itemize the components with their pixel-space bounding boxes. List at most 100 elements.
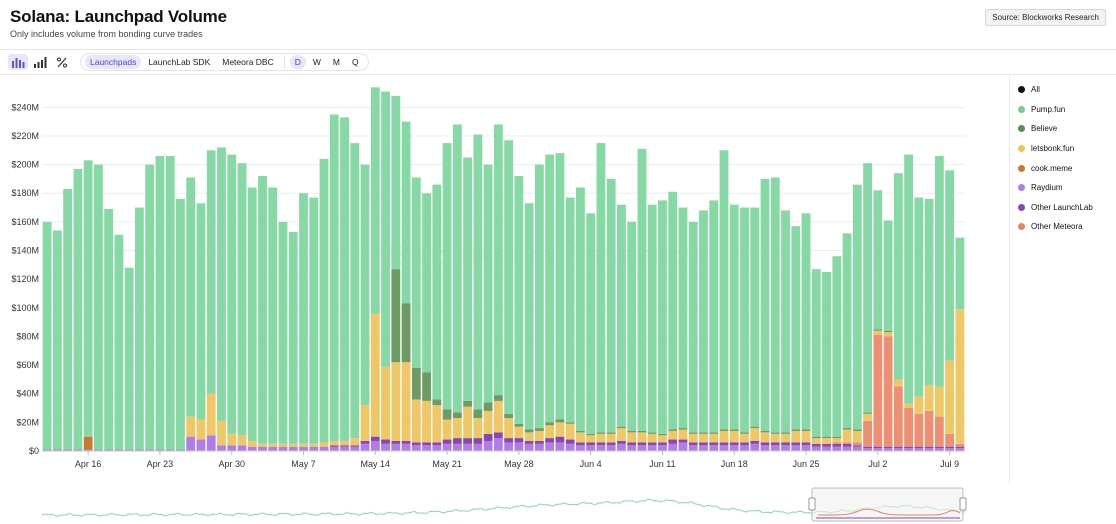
legend-item[interactable]: letsbonk.fun bbox=[1018, 139, 1093, 159]
bar-pump bbox=[340, 117, 349, 441]
period-day[interactable]: D bbox=[289, 55, 306, 69]
bar-pump bbox=[852, 184, 862, 430]
bar-letsbonk bbox=[811, 438, 821, 444]
bar-letsbonk bbox=[658, 435, 667, 443]
bar-pump bbox=[914, 197, 924, 397]
bar-letsbonk bbox=[822, 438, 831, 444]
bar-stack bbox=[247, 187, 257, 451]
bar-launchlab bbox=[914, 446, 924, 449]
bar-raydium bbox=[360, 443, 370, 451]
bar-raydium bbox=[340, 446, 349, 451]
bar-stack bbox=[176, 198, 185, 451]
bar-raydium bbox=[801, 445, 811, 451]
x-tick-label: Jun 4 bbox=[580, 459, 602, 469]
bar-raydium bbox=[145, 449, 155, 451]
bar-pump bbox=[740, 207, 749, 433]
bar-pump bbox=[760, 178, 770, 431]
bar-stack bbox=[288, 231, 298, 451]
bar-launchlab bbox=[760, 442, 770, 446]
legend-item[interactable]: Other Meteora bbox=[1018, 217, 1093, 237]
bar-believe bbox=[422, 372, 431, 401]
bar-raydium bbox=[934, 448, 944, 451]
bar-pump bbox=[63, 188, 73, 450]
bar-letsbonk bbox=[688, 433, 698, 443]
bar-believe bbox=[576, 430, 585, 433]
bar-chart-icon[interactable] bbox=[8, 54, 28, 70]
bar-believe bbox=[452, 412, 462, 419]
bar-pump bbox=[770, 177, 780, 433]
bar-stack bbox=[586, 213, 596, 451]
source-button[interactable]: Source: Blockworks Research bbox=[985, 9, 1106, 26]
y-tick-label: $180M bbox=[11, 188, 39, 198]
bar-launchlab bbox=[791, 442, 801, 446]
bar-pump bbox=[370, 87, 380, 314]
legend-item[interactable]: Other LaunchLab bbox=[1018, 198, 1093, 218]
legend-item[interactable]: Raydium bbox=[1018, 178, 1093, 198]
bar-letsbonk bbox=[319, 442, 329, 447]
bar-raydium bbox=[863, 448, 872, 451]
dataset-launchlab-sdk[interactable]: LaunchLab SDK bbox=[148, 57, 211, 67]
bar-pump bbox=[709, 200, 719, 433]
dataset-meteora-dbc[interactable]: Meteora DBC bbox=[222, 57, 274, 67]
bar-believe bbox=[473, 409, 483, 419]
bar-stack bbox=[791, 226, 801, 451]
x-tick-label: Apr 23 bbox=[147, 459, 174, 469]
legend-item[interactable]: Pump.fun bbox=[1018, 100, 1093, 120]
bar-believe bbox=[729, 429, 739, 431]
bar-pump bbox=[678, 207, 688, 429]
bar-believe bbox=[750, 426, 760, 429]
bar-raydium bbox=[719, 445, 729, 451]
bar-raydium bbox=[463, 443, 473, 451]
bar-letsbonk bbox=[288, 443, 298, 447]
stacked-bar-chart: $0 $20M $40M $60M $80M $100M $120M $140M $160M $1… bbox=[11, 87, 965, 469]
bar-believe bbox=[647, 432, 657, 434]
period-quarter[interactable]: Q bbox=[352, 57, 359, 67]
dataset-launchpads[interactable]: Launchpads bbox=[85, 55, 142, 69]
bar-launchlab bbox=[627, 442, 637, 446]
bar-launchlab bbox=[637, 442, 647, 446]
bar-raydium bbox=[811, 446, 821, 451]
bar-raydium bbox=[627, 445, 637, 451]
legend-item[interactable]: cook.meme bbox=[1018, 158, 1093, 178]
bar-stack bbox=[852, 184, 862, 451]
bar-launchlab bbox=[545, 438, 555, 443]
bar-pump bbox=[442, 143, 452, 410]
bar-raydium bbox=[493, 438, 503, 451]
bar-raydium bbox=[914, 448, 924, 451]
bar-believe bbox=[617, 426, 626, 429]
bar-stack bbox=[299, 193, 308, 451]
bar-letsbonk bbox=[709, 433, 719, 443]
step-chart-icon[interactable] bbox=[30, 54, 50, 70]
bar-raydium bbox=[124, 449, 134, 451]
bar-launchlab bbox=[452, 438, 462, 444]
legend-item[interactable]: All bbox=[1018, 80, 1093, 100]
period-month[interactable]: M bbox=[332, 57, 341, 67]
range-navigator[interactable] bbox=[0, 484, 1010, 524]
bar-pump bbox=[606, 178, 616, 433]
bar-raydium bbox=[504, 442, 514, 451]
bar-pump bbox=[288, 231, 298, 444]
bar-stack bbox=[360, 164, 370, 451]
bar-raydium bbox=[309, 446, 319, 451]
percent-icon[interactable] bbox=[52, 54, 72, 70]
bar-stack bbox=[83, 160, 93, 451]
legend-label: Other LaunchLab bbox=[1031, 202, 1093, 212]
bar-believe bbox=[545, 422, 555, 426]
legend-item[interactable]: Believe bbox=[1018, 119, 1093, 139]
legend-label: letsbonk.fun bbox=[1031, 144, 1075, 154]
period-week[interactable]: W bbox=[312, 57, 321, 67]
bar-pump bbox=[596, 143, 606, 433]
bar-launchlab bbox=[340, 445, 349, 447]
bar-meteora bbox=[955, 443, 965, 447]
bar-meteora bbox=[883, 336, 893, 447]
bar-letsbonk bbox=[442, 419, 452, 440]
bar-letsbonk bbox=[873, 330, 883, 336]
bar-raydium bbox=[514, 442, 524, 451]
bar-believe bbox=[770, 432, 780, 434]
bar-raydium bbox=[401, 443, 411, 451]
bar-stack bbox=[606, 178, 616, 451]
y-tick-label: $140M bbox=[11, 246, 39, 256]
bar-letsbonk bbox=[381, 366, 390, 440]
legend: All Pump.fun Believe letsbonk.fun cook.meme R… bbox=[1018, 80, 1093, 237]
bar-raydium bbox=[832, 446, 842, 451]
